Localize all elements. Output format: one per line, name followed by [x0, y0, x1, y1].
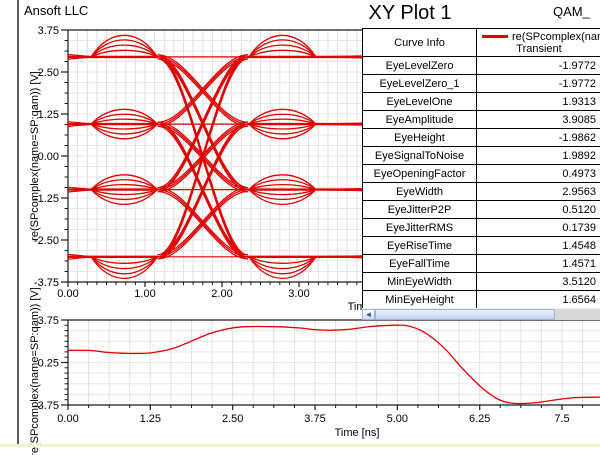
- legend-cell: re(SPcomplex(nam Transient: [476, 28, 600, 57]
- svg-text:0.00: 0.00: [38, 151, 59, 163]
- metric-value: 1.4548: [476, 236, 600, 255]
- curve-info-header: Curve Info: [362, 28, 477, 57]
- transient-plot: 3.750.25-3.750.00 1.25 2.50 3.75 5.00 6.25 7.5…: [29, 287, 600, 455]
- svg-text:1.25: 1.25: [140, 413, 161, 425]
- eye-traces: [67, 34, 600, 280]
- window-left-border: [17, 0, 19, 444]
- legend-solution-label: Transient: [516, 43, 562, 55]
- svg-text:3.75: 3.75: [304, 413, 325, 425]
- svg-text:2.00: 2.00: [211, 288, 232, 300]
- table-row: EyeJitterP2P 0.5120: [362, 200, 600, 219]
- table-row: EyeLevelOne 1.9313: [362, 92, 600, 111]
- metric-value: -1.9772: [476, 56, 600, 75]
- vendor-label: Ansoft LLC: [24, 3, 89, 18]
- svg-text:2.50: 2.50: [38, 67, 59, 79]
- svg-text:-3.75: -3.75: [34, 277, 59, 289]
- scroll-left-button[interactable]: ◄: [362, 309, 375, 320]
- metric-name: EyeLevelZero_1: [362, 74, 477, 93]
- table-row: MinEyeHeight 1.6564: [362, 290, 600, 309]
- scrollbar-thumb[interactable]: [375, 309, 555, 320]
- table-row: MinEyeWidth 3.5120: [362, 272, 600, 291]
- design-name-label: QAM_: [553, 4, 590, 19]
- svg-text:7.5: 7.5: [554, 413, 569, 425]
- svg-text:0.00: 0.00: [57, 413, 78, 425]
- legend-trace-label: re(SPcomplex(nam: [512, 30, 600, 43]
- svg-text:1.25: 1.25: [38, 109, 59, 121]
- svg-text:-1.25: -1.25: [34, 193, 59, 205]
- metric-name: EyeLevelZero: [362, 56, 477, 75]
- svg-text:5.00: 5.00: [387, 413, 408, 425]
- table-row: EyeRiseTime 1.4548: [362, 236, 600, 255]
- table-row: EyeAmplitude 3.9085: [362, 110, 600, 129]
- table-row: EyeLevelZero -1.9772: [362, 56, 600, 75]
- metric-value: 1.9892: [476, 146, 600, 165]
- metric-name: EyeJitterRMS: [362, 218, 477, 237]
- svg-text:re(SPcomplex(name=SP:qam)) [V]: re(SPcomplex(name=SP:qam)) [V]: [29, 71, 41, 241]
- window-bottom-strip: [0, 444, 600, 447]
- svg-text:3.00: 3.00: [288, 288, 309, 300]
- metric-name: EyeHeight: [362, 128, 477, 147]
- metric-name: MinEyeHeight: [362, 290, 477, 309]
- table-row: EyeHeight -1.9862: [362, 128, 600, 147]
- metric-name: EyeRiseTime: [362, 236, 477, 255]
- metric-value: 3.9085: [476, 110, 600, 129]
- scroll-left-arrow-icon: ◄: [364, 310, 373, 319]
- metric-value: 0.1739: [476, 218, 600, 237]
- metric-name: EyeSignalToNoise: [362, 146, 477, 165]
- svg-text:2.50: 2.50: [222, 413, 243, 425]
- table-header-row: Curve Info re(SPcomplex(nam Transient: [362, 28, 600, 57]
- table-row: EyeWidth 2.9563: [362, 182, 600, 201]
- svg-text:1.00: 1.00: [134, 288, 155, 300]
- metric-value: 1.9313: [476, 92, 600, 111]
- metric-value: 3.5120: [476, 272, 600, 291]
- svg-text:Time [ns]: Time [ns]: [335, 427, 380, 439]
- metric-name: EyeLevelOne: [362, 92, 477, 111]
- table-row: EyeJitterRMS 0.1739: [362, 218, 600, 237]
- svg-text:3.75: 3.75: [38, 315, 59, 327]
- curve-info-table: Curve Info re(SPcomplex(nam Transient Ey…: [362, 28, 600, 309]
- metric-name: EyeJitterP2P: [362, 200, 477, 219]
- table-row: EyeFallTime 1.4571: [362, 254, 600, 273]
- table-row: EyeSignalToNoise 1.9892: [362, 146, 600, 165]
- metric-value: 2.9563: [476, 182, 600, 201]
- table-row: EyeLevelZero_1 -1.9772: [362, 74, 600, 93]
- metric-name: EyeAmplitude: [362, 110, 477, 129]
- metric-name: EyeWidth: [362, 182, 477, 201]
- svg-text:0.25: 0.25: [38, 358, 59, 370]
- legend-line-swatch: [482, 35, 508, 38]
- metric-value: 0.4973: [476, 164, 600, 183]
- svg-text:-3.75: -3.75: [34, 400, 59, 412]
- metric-name: EyeFallTime: [362, 254, 477, 273]
- metric-name: EyeOpeningFactor: [362, 164, 477, 183]
- metric-value: 0.5120: [476, 200, 600, 219]
- metric-value: 1.4571: [476, 254, 600, 273]
- svg-text:0.00: 0.00: [57, 288, 78, 300]
- scrollbar-track[interactable]: [555, 309, 600, 320]
- svg-text:6.25: 6.25: [469, 413, 490, 425]
- svg-text:-2.50: -2.50: [34, 235, 59, 247]
- svg-text:3.75: 3.75: [38, 25, 59, 37]
- svg-text:re(SPcomplex(name=SP:qam)) [V]: re(SPcomplex(name=SP:qam)) [V]: [29, 287, 41, 455]
- curve-table-body: EyeLevelZero -1.9772 EyeLevelZero_1 -1.9772…: [362, 56, 600, 309]
- metric-value: -1.9772: [476, 74, 600, 93]
- metric-name: MinEyeWidth: [362, 272, 477, 291]
- metric-value: -1.9862: [476, 128, 600, 147]
- table-row: EyeOpeningFactor 0.4973: [362, 164, 600, 183]
- page-title: XY Plot 1: [368, 2, 452, 24]
- metric-value: 1.6564: [476, 290, 600, 309]
- table-horizontal-scrollbar[interactable]: ◄: [362, 308, 600, 320]
